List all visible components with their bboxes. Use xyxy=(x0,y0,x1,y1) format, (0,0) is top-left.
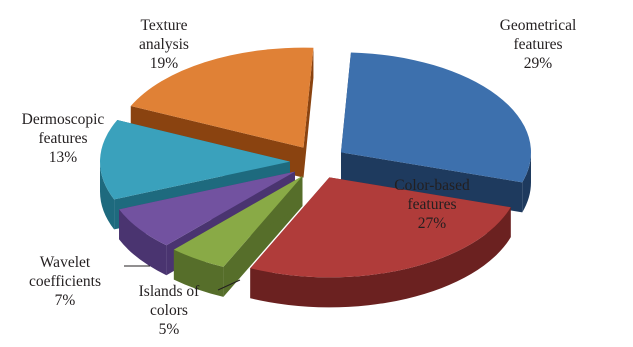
leader-lines xyxy=(124,265,241,291)
pie-slice-3 xyxy=(119,171,296,246)
pie-slice-4 xyxy=(100,120,291,200)
leader-line-2 xyxy=(217,279,241,291)
pie-slice-0 xyxy=(340,52,531,183)
pie-slice-1 xyxy=(250,177,511,278)
slice-label-1: Color-based features 27% xyxy=(394,177,470,232)
slice-label-3: Wavelet coefficients 7% xyxy=(29,254,101,309)
slice-labels: Geometrical features 29% Color-based feature… xyxy=(22,17,577,338)
pie-slice-5 xyxy=(130,47,314,148)
slice-label-0: Geometrical features 29% xyxy=(500,17,577,72)
slice-label-2: Islands of colors 5% xyxy=(139,283,201,338)
slice-label-5: Texture analysis 19% xyxy=(139,17,189,72)
pie-slice-layer xyxy=(100,47,531,278)
pie-slice-2 xyxy=(173,175,303,267)
slice-label-4: Dermoscopic features 13% xyxy=(22,111,105,166)
